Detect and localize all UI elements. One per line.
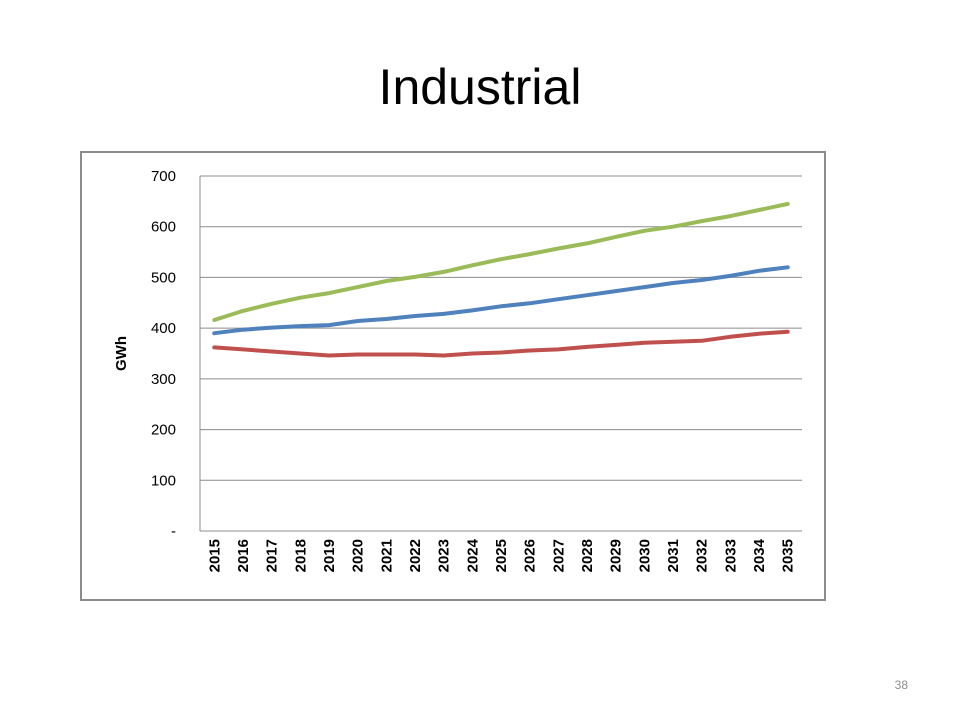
- x-tick-label: 2027: [550, 539, 567, 572]
- y-tick-label: 100: [151, 472, 176, 489]
- y-tick-label: 700: [151, 168, 176, 185]
- chart-area: - 100 200 300 400 500 600 700 GWh 2015 2016 2017 201…: [80, 151, 826, 601]
- x-tick-label: 2031: [665, 539, 682, 572]
- x-tick-label: 2022: [407, 539, 424, 572]
- y-tick-label: -: [171, 523, 176, 540]
- x-tick-label: 2030: [636, 539, 653, 572]
- series-line-1: [212, 201, 790, 322]
- y-tick-label: 400: [151, 320, 176, 337]
- x-tick-label: 2023: [436, 539, 453, 572]
- x-tick-label: 2015: [206, 539, 223, 572]
- x-tick-label: 2034: [751, 538, 768, 572]
- y-tick-label: 200: [151, 422, 176, 439]
- x-tick-label: 2033: [722, 539, 739, 572]
- x-tick-label: 2018: [292, 539, 309, 572]
- y-axis-label: GWh: [113, 336, 130, 371]
- x-tick-label: 2026: [522, 539, 539, 572]
- x-tick-label: 2019: [321, 539, 338, 572]
- slide-title: Industrial: [378, 59, 582, 115]
- line-chart: - 100 200 300 400 500 600 700 GWh 2015 2016 2017 201…: [113, 168, 802, 572]
- x-tick-label: 2024: [464, 538, 481, 572]
- x-tick-label: 2017: [264, 539, 281, 572]
- x-tick-label: 2025: [493, 539, 510, 572]
- y-tick-label: 600: [151, 219, 176, 236]
- x-tick-label: 2029: [608, 539, 625, 572]
- x-tick-label: 2021: [378, 539, 395, 572]
- x-tick-label: 2020: [350, 539, 367, 572]
- series-line-3: [212, 329, 790, 358]
- y-tick-label: 500: [151, 269, 176, 286]
- y-tick-label: 300: [151, 371, 176, 388]
- x-tick-label: 2016: [235, 539, 252, 572]
- series-line-2: [212, 265, 790, 336]
- slide-number: 38: [894, 678, 908, 692]
- x-tick-label: 2035: [780, 539, 797, 572]
- x-tick-label: 2028: [579, 539, 596, 572]
- x-tick-label: 2032: [694, 539, 711, 572]
